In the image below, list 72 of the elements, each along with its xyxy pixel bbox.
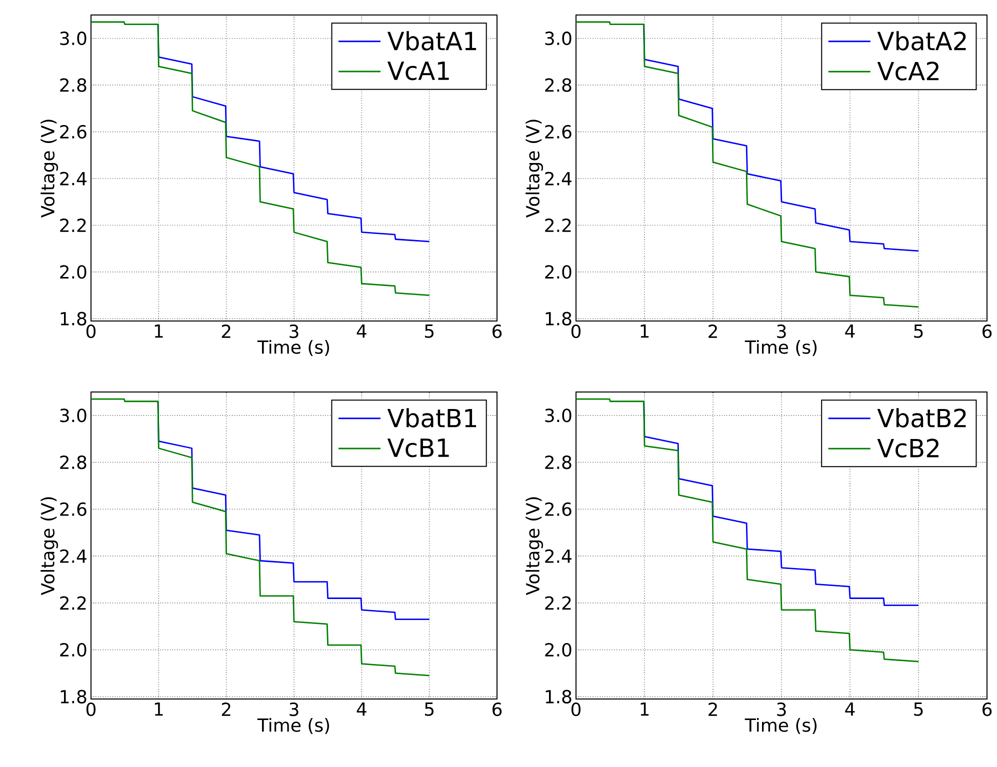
x-tick-label: 5 xyxy=(914,324,923,338)
x-tick-label: 4 xyxy=(356,702,366,716)
legend-label: VbatB2 xyxy=(877,408,966,428)
legend-label: VcA2 xyxy=(877,62,938,81)
y-tick-label: 2.8 xyxy=(545,456,572,470)
x-tick-label: 2 xyxy=(222,324,230,338)
legend-label: VcB1 xyxy=(387,438,449,458)
y-tick-label: 2.4 xyxy=(60,172,86,186)
y-tick-label: 3.0 xyxy=(545,408,572,422)
x-tick-label: 3 xyxy=(290,702,298,716)
x-tick-label: 3 xyxy=(777,324,786,338)
x-tick-label: 0 xyxy=(86,324,96,338)
x-axis-title: Time (s) xyxy=(744,340,817,356)
x-tick-label: 6 xyxy=(982,702,992,716)
y-tick-label: 2.0 xyxy=(60,265,86,279)
y-tick-label: 3.0 xyxy=(60,408,86,422)
y-tick-label: 2.8 xyxy=(60,456,86,470)
x-tick-label: 5 xyxy=(914,702,923,716)
y-tick-label: 2.0 xyxy=(60,642,86,657)
y-tick-label: 2.4 xyxy=(545,549,572,563)
y-tick-label: 2.8 xyxy=(60,78,86,92)
x-axis-title: Time (s) xyxy=(744,718,817,734)
x-tick-label: 5 xyxy=(425,324,434,338)
x-tick-label: 3 xyxy=(290,324,298,338)
y-tick-label: 1.8 xyxy=(60,690,86,704)
y-tick-label: 2.0 xyxy=(545,265,572,279)
y-tick-label: 2.6 xyxy=(60,502,86,516)
x-tick-label: 6 xyxy=(492,324,502,338)
x-axis-title: Time (s) xyxy=(257,718,330,734)
x-tick-label: 2 xyxy=(708,324,717,338)
legend-label: VbatA1 xyxy=(387,31,476,50)
y-axis-title: Voltage (V) xyxy=(526,120,544,218)
y-axis-title: Voltage (V) xyxy=(40,497,58,596)
y-tick-label: 2.4 xyxy=(545,172,572,186)
x-tick-label: 6 xyxy=(492,702,502,716)
x-tick-label: 0 xyxy=(571,702,581,716)
legend-label: VbatB1 xyxy=(387,408,476,428)
y-tick-label: 3.0 xyxy=(545,32,572,46)
y-tick-label: 2.2 xyxy=(60,596,86,610)
x-tick-label: 1 xyxy=(640,702,649,716)
x-tick-label: 3 xyxy=(777,702,786,716)
legend-label: VcA1 xyxy=(387,62,449,80)
x-tick-label: 1 xyxy=(154,324,163,338)
x-tick-label: 0 xyxy=(86,702,96,716)
y-tick-label: 1.8 xyxy=(546,312,572,326)
legend-label: VbatA2 xyxy=(877,31,966,50)
y-tick-label: 2.8 xyxy=(545,78,572,92)
y-tick-label: 2.6 xyxy=(545,502,572,516)
x-tick-label: 4 xyxy=(845,702,855,716)
x-tick-label: 2 xyxy=(222,702,230,716)
x-tick-label: 5 xyxy=(425,702,434,716)
y-tick-label: 2.2 xyxy=(545,218,571,232)
y-axis-title: Voltage (V) xyxy=(40,120,58,218)
y-tick-label: 2.6 xyxy=(60,124,86,139)
y-tick-label: 1.8 xyxy=(60,312,86,326)
x-tick-label: 0 xyxy=(571,324,581,338)
x-tick-label: 4 xyxy=(356,324,366,338)
y-tick-label: 2.2 xyxy=(60,218,86,232)
y-tick-label: 1.8 xyxy=(546,690,572,704)
y-tick-label: 2.2 xyxy=(545,596,571,610)
y-tick-label: 2.0 xyxy=(545,642,572,657)
x-axis-title: Time (s) xyxy=(257,340,330,356)
x-tick-label: 2 xyxy=(708,702,717,716)
legend-label: VcB2 xyxy=(877,438,938,458)
y-tick-label: 2.4 xyxy=(60,549,86,563)
x-tick-label: 4 xyxy=(845,324,855,338)
y-axis-title: Voltage (V) xyxy=(526,497,544,596)
y-tick-label: 2.6 xyxy=(545,124,572,139)
y-tick-label: 3.0 xyxy=(60,32,86,46)
x-tick-label: 1 xyxy=(154,702,163,716)
x-tick-label: 6 xyxy=(982,324,992,338)
x-tick-label: 1 xyxy=(640,324,649,338)
